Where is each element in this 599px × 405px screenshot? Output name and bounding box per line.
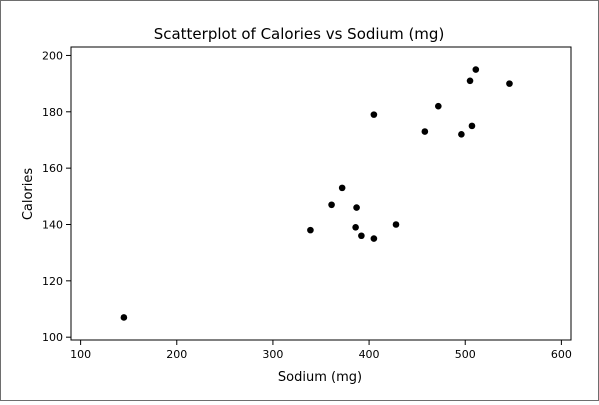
- x-tick-label: 200: [166, 348, 187, 361]
- x-tick-label: 500: [455, 348, 476, 361]
- data-point: [370, 111, 378, 118]
- x-tick-label: 600: [551, 348, 572, 361]
- data-point: [352, 224, 359, 231]
- data-point: [472, 66, 480, 73]
- data-point: [506, 80, 513, 87]
- data-point: [458, 131, 465, 138]
- y-axis-ticks: 100 120 140 160 180 200: [42, 49, 71, 344]
- data-point: [392, 221, 400, 228]
- data-point: [370, 235, 378, 242]
- y-tick-label: 160: [42, 162, 63, 175]
- data-point: [120, 314, 128, 321]
- y-tick-label: 200: [42, 49, 63, 62]
- x-tick-label: 400: [359, 348, 380, 361]
- data-point: [358, 232, 365, 240]
- data-point: [468, 122, 476, 130]
- plot-area: [70, 46, 572, 341]
- data-point: [328, 201, 335, 209]
- data-point: [435, 102, 442, 110]
- data-point: [353, 204, 360, 211]
- x-axis-ticks: 100 200 300 400 500 600: [70, 340, 572, 361]
- x-tick-label: 300: [262, 348, 283, 361]
- data-point: [466, 77, 474, 85]
- y-tick-label: 180: [42, 106, 63, 119]
- x-axis-label: Sodium (mg): [278, 370, 362, 385]
- data-point: [338, 184, 346, 192]
- data-point: [307, 226, 314, 234]
- y-tick-label: 120: [42, 275, 63, 288]
- y-tick-label: 140: [42, 218, 63, 231]
- y-axis-label: Calories: [21, 168, 36, 221]
- y-tick-label: 100: [42, 331, 63, 344]
- data-point: [421, 128, 429, 135]
- data-points: [120, 66, 513, 321]
- chart-title: Scatterplot of Calories vs Sodium (mg): [154, 25, 445, 43]
- x-tick-label: 100: [70, 348, 91, 361]
